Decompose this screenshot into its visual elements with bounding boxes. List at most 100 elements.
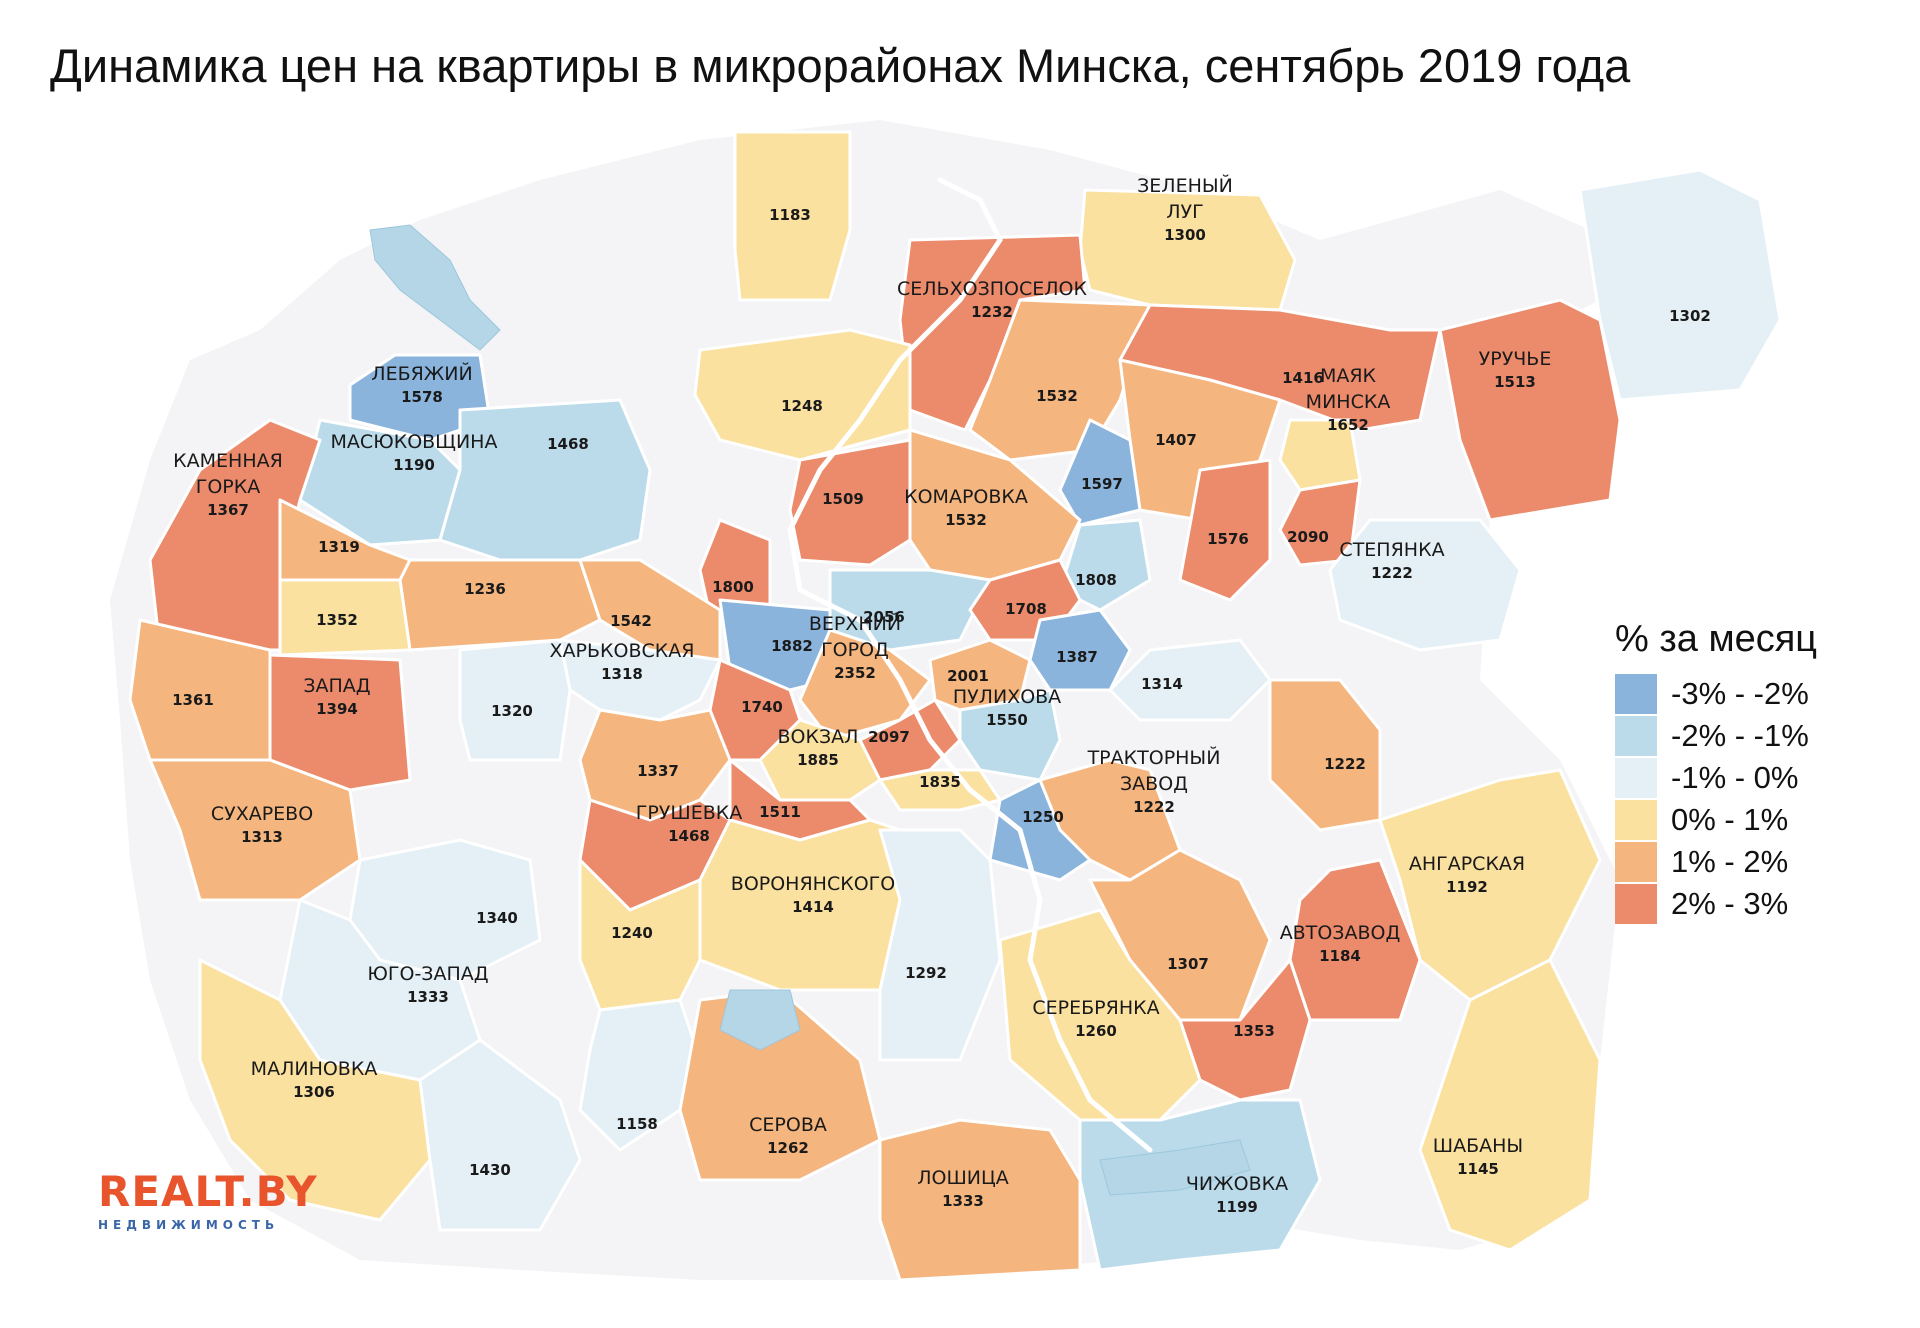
district-price: 1314 [1141, 675, 1183, 693]
district-name: ВЕРХНИЙ [809, 612, 901, 635]
logo-main: REALT.BY [98, 1167, 318, 1216]
district-label: 1361 [172, 691, 214, 709]
district-price: 1511 [759, 803, 801, 821]
district-label: 2056 [863, 608, 905, 626]
legend-swatch [1615, 800, 1657, 840]
district-label: СЕРОВА 1262 [749, 1114, 827, 1157]
district-price: 1576 [1207, 530, 1249, 548]
map-title: Динамика цен на квартиры в микрорайонах … [50, 39, 1631, 92]
district-label: 1576 [1207, 530, 1249, 548]
district-label: 1314 [1141, 675, 1183, 693]
district-name: СЕЛЬХОЗПОСЕЛОК [897, 278, 1088, 300]
district-price: 1542 [610, 612, 652, 630]
district-price: 1708 [1005, 600, 1047, 618]
district-label: 1407 [1155, 431, 1197, 449]
legend-swatch [1615, 674, 1657, 714]
district-zapad [268, 653, 412, 792]
district-label: 1236 [464, 580, 506, 598]
district-uruchye [1438, 298, 1622, 522]
district-price: 1430 [469, 1161, 511, 1179]
district-price: 1199 [1216, 1198, 1258, 1216]
district-name: ЗАПАД [303, 675, 370, 697]
legend-label: -2% - -1% [1671, 718, 1809, 753]
district-label: СЕРЕБРЯНКА 1260 [1032, 997, 1159, 1040]
district-name: СУХАРЕВО [211, 803, 313, 825]
district-name: ЮГО-ЗАПАД [367, 963, 488, 985]
legend: % за месяц -3% - -2% -2% - -1% -1% - 0% … [1615, 618, 1915, 925]
district-price: 1414 [792, 898, 834, 916]
district-label: ВОРОНЯНСКОГО 1414 [731, 873, 895, 916]
district-label: 1158 [616, 1115, 658, 1133]
district-price: 1532 [1036, 387, 1078, 405]
district-price: 1232 [971, 303, 1013, 321]
district-label: КОМАРОВКА 1532 [904, 486, 1028, 529]
district-price: 1550 [986, 711, 1028, 729]
district-name: КАМЕННАЯ [173, 450, 283, 472]
district-price: 2352 [834, 664, 876, 682]
district-label: 1240 [611, 924, 653, 942]
district-label: ЧИЖОВКА 1199 [1186, 1173, 1288, 1216]
district-price: 1468 [668, 827, 710, 845]
district-label: УРУЧЬЕ 1513 [1479, 348, 1552, 391]
district-label: 1340 [476, 909, 518, 927]
district-label: 1468 [547, 435, 589, 453]
district-shabany [1418, 958, 1602, 1252]
district-price: 1250 [1022, 808, 1064, 826]
district-price: 1145 [1457, 1160, 1499, 1178]
district-label: 1511 [759, 803, 801, 821]
district-label: ВЕРХНИЙ ГОРОД 2352 [809, 612, 901, 682]
district-1183 [733, 130, 852, 302]
district-label: 1320 [491, 702, 533, 720]
district-kharkovskaya [558, 638, 722, 722]
district-1352 [278, 578, 412, 657]
district-name: ГОРОД [821, 639, 889, 661]
district-price: 1192 [1446, 878, 1488, 896]
district-name: АНГАРСКАЯ [1409, 853, 1525, 875]
district-price: 1407 [1155, 431, 1197, 449]
district-price: 1183 [769, 206, 811, 224]
district-label: КАМЕННАЯ ГОРКА 1367 [173, 450, 283, 519]
district-label: ЛЕБЯЖИЙ 1578 [371, 362, 472, 406]
district-stepyanka [1328, 518, 1522, 652]
district-loshitsa [878, 1118, 1082, 1282]
district-price: 1882 [771, 637, 813, 655]
district-label: 1835 [919, 773, 961, 791]
district-name: ЛУГ [1166, 201, 1203, 223]
district-1292 [878, 828, 1002, 1062]
district-price: 1222 [1324, 755, 1366, 773]
district-price: 1337 [637, 762, 679, 780]
district-price: 1222 [1371, 564, 1413, 582]
reservoir-chizhovka [1099, 1139, 1251, 1196]
district-name: ТРАКТОРНЫЙ [1087, 746, 1221, 769]
district-price: 1222 [1133, 798, 1175, 816]
district-price: 1333 [942, 1192, 984, 1210]
district-name: АВТОЗАВОД [1280, 922, 1401, 944]
district-label: ГРУШЕВКА 1468 [636, 802, 742, 845]
district-1597 [1058, 418, 1142, 527]
district-price: 1248 [781, 397, 823, 415]
district-2090 [1278, 478, 1362, 567]
district-price: 1800 [712, 578, 754, 596]
district-price: 1302 [1669, 307, 1711, 325]
district-name: СТЕПЯНКА [1339, 539, 1444, 561]
logo-sub: НЕДВИЖИМОСТЬ [98, 1218, 280, 1232]
district-price: 1306 [293, 1083, 335, 1101]
legend-item: -1% - 0% [1615, 757, 1915, 799]
district-label: 1416 [1282, 369, 1324, 387]
district-label: 1430 [469, 1161, 511, 1179]
legend-item: 1% - 2% [1615, 841, 1915, 883]
district-price: 1320 [491, 702, 533, 720]
district-price: 1740 [741, 698, 783, 716]
district-price: 1652 [1327, 416, 1369, 434]
district-name: ХАРЬКОВСКАЯ [550, 640, 695, 662]
legend-item: 2% - 3% [1615, 883, 1915, 925]
district-name: ГОРКА [196, 476, 261, 498]
district-1576 [1178, 458, 1272, 602]
district-label: 1183 [769, 206, 811, 224]
district-price: 1262 [767, 1139, 809, 1157]
district-1236 [398, 558, 602, 652]
district-price: 1513 [1494, 373, 1536, 391]
district-price: 1340 [476, 909, 518, 927]
district-name: МИНСКА [1306, 391, 1391, 413]
